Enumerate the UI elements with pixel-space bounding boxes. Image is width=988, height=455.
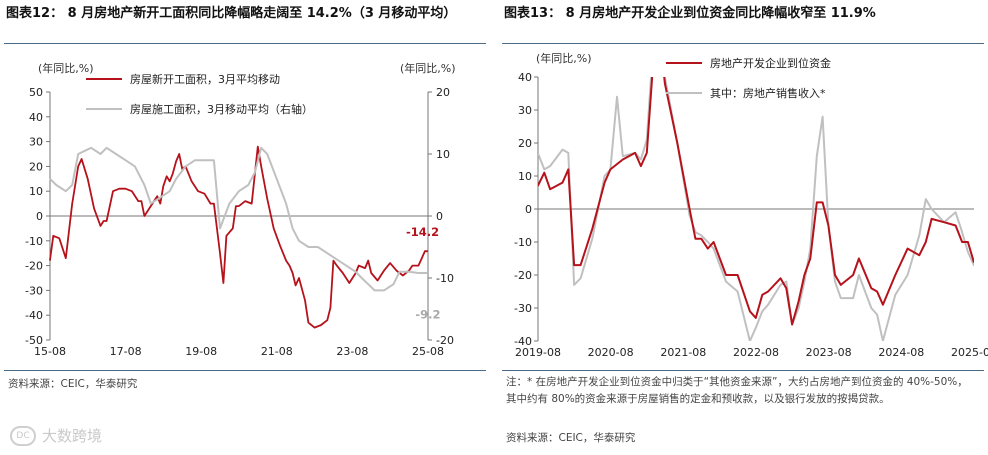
left-tick-label: 20 — [29, 160, 43, 173]
left-tick-label: -10 — [25, 235, 43, 248]
left-chart-panel: 图表12： 8 月房地产新开工面积同比降幅略走阔至 14.2%（3 月移动平均）… — [0, 0, 490, 455]
x-tick-label: 2021-08 — [660, 346, 706, 359]
left-axis-title: (年同比,%) — [536, 51, 592, 65]
left-tick-label: 0 — [36, 210, 43, 223]
y-tick-label: 20 — [518, 137, 532, 150]
left-tick-label: 10 — [29, 185, 43, 198]
series-line-2 — [49, 146, 428, 292]
right-tick-label: 10 — [436, 148, 450, 161]
title-rule — [502, 43, 984, 44]
right-tick-label: 0 — [436, 210, 443, 223]
left-axis-title: (年同比,%) — [38, 61, 94, 75]
chart-title: 图表12： 8 月房地产新开工面积同比降幅略走阔至 14.2%（3 月移动平均） — [6, 6, 457, 21]
footer-rule — [502, 370, 984, 371]
right-tick-label: -20 — [436, 334, 454, 347]
chart-source: 资料来源：CEIC，华泰研究 — [8, 378, 138, 390]
y-tick-label: -10 — [514, 236, 532, 249]
y-tick-label: -20 — [514, 269, 532, 282]
x-tick-label: 2024-08 — [878, 346, 924, 359]
left-tick-label: -30 — [25, 284, 43, 297]
right-tick-label: -10 — [436, 272, 454, 285]
y-tick-label: -30 — [514, 302, 532, 315]
y-tick-label: 30 — [518, 104, 532, 117]
right-line-chart: (年同比,%) -40 -30 -20 -10 0 10 20 30 40 2019-08 2020-… — [514, 51, 988, 359]
legend-label: 房屋新开工面积，3月平均移动 — [130, 72, 280, 86]
watermark: DC 大数跨境 — [10, 425, 102, 446]
x-tick-label: 2025-08 — [951, 346, 988, 359]
series-line-1 — [538, 77, 974, 326]
x-tick-label: 2023-08 — [806, 346, 852, 359]
y-tick-label: -40 — [514, 335, 532, 348]
left-tick-label: 40 — [29, 111, 43, 124]
x-tick-label: 21-08 — [261, 345, 293, 358]
x-tick-label: 2022-08 — [733, 346, 779, 359]
footer-rule — [4, 370, 486, 371]
chart-note: 注：* 在房地产开发企业到位资金中归类于“其他资金来源”，大约占房地产到位资金的… — [506, 376, 968, 405]
chart-title: 图表13： 8 月房地产开发企业到位资金同比降幅收窄至 11.9% — [504, 6, 876, 21]
y-tick-label: 0 — [525, 203, 532, 216]
legend-label: 其中：房地产销售收入* — [710, 86, 826, 100]
right-chart-panel: 图表13： 8 月房地产开发企业到位资金同比降幅收窄至 11.9% (年同比,%… — [498, 0, 988, 455]
x-tick-label: 2019-08 — [515, 346, 561, 359]
right-tick-label: 20 — [436, 86, 450, 99]
data-label: -9.2 — [415, 307, 440, 321]
series-line-2 — [538, 77, 974, 341]
x-tick-label: 23-08 — [336, 345, 368, 358]
x-tick-label: 25-08 — [412, 345, 444, 358]
series-line-1 — [49, 145, 428, 329]
x-tick-label: 19-08 — [185, 345, 217, 358]
legend-label: 房地产开发企业到位资金 — [710, 56, 831, 70]
legend-label: 房屋施工面积，3月移动平均（右轴） — [130, 102, 313, 116]
chart-source: 资料来源：CEIC，华泰研究 — [506, 432, 636, 444]
left-tick-label: -20 — [25, 260, 43, 273]
x-tick-label: 15-08 — [34, 345, 66, 358]
watermark-text: 大数跨境 — [42, 427, 103, 445]
left-tick-label: 50 — [29, 86, 43, 99]
right-axis-title: (年同比,%) — [400, 61, 456, 75]
watermark-logo-icon: DC — [10, 425, 36, 446]
y-tick-label: 40 — [518, 71, 532, 84]
y-tick-label: 10 — [518, 170, 532, 183]
left-tick-label: 30 — [29, 136, 43, 149]
x-tick-label: 2020-08 — [588, 346, 634, 359]
left-tick-label: -50 — [25, 334, 43, 347]
left-line-chart: (年同比,%) (年同比,%) -50 -40 -30 -20 -10 0 10 20 30 40 50… — [25, 61, 456, 358]
x-tick-label: 17-08 — [110, 345, 142, 358]
data-label: -14.2 — [406, 225, 439, 239]
title-rule — [4, 43, 486, 44]
left-tick-label: -40 — [25, 309, 43, 322]
